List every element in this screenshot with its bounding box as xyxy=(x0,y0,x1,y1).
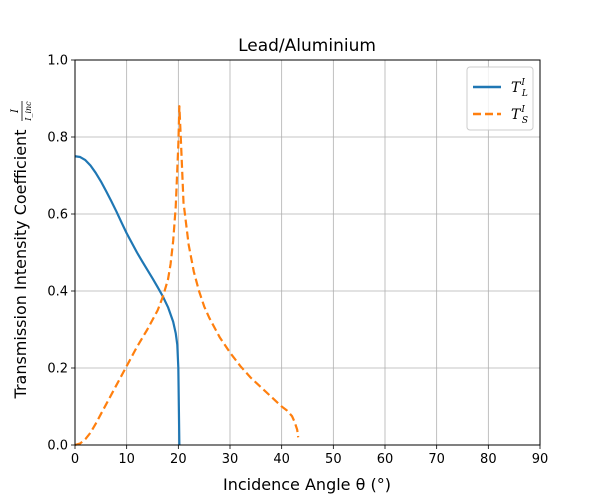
y-tick-label: 0.0 xyxy=(47,439,68,454)
legend-label-tl-base: T xyxy=(511,80,522,96)
legend-box xyxy=(466,66,534,131)
chart-title: Lead/Aluminium xyxy=(238,36,376,56)
y-axis-fraction-denominator: I_inc xyxy=(24,101,33,122)
x-tick-label: 50 xyxy=(325,452,342,467)
legend-label-ts-base: T xyxy=(511,107,522,123)
ticks: 0 10 20 30 40 50 60 70 80 90 0.0 0.2 0.4 0.6 0.8 1.0 xyxy=(47,54,548,468)
plot-frame xyxy=(74,59,541,446)
x-tick-label: 60 xyxy=(377,452,394,467)
x-tick-label: 20 xyxy=(170,452,187,467)
y-axis-fraction-numerator: I xyxy=(10,108,21,114)
legend-label-tl: TI L xyxy=(511,78,528,99)
legend-label-ts: TI S xyxy=(511,105,528,126)
x-tick-label: 30 xyxy=(222,452,239,467)
legend: TI L TI S xyxy=(466,66,534,131)
x-tick-label: 80 xyxy=(480,452,497,467)
x-tick-label: 40 xyxy=(273,452,290,467)
x-tick-label: 90 xyxy=(532,452,549,467)
legend-label-ts-sub: S xyxy=(522,116,528,126)
legend-label-tl-sub: L xyxy=(521,89,528,99)
x-tick-label: 70 xyxy=(428,452,445,467)
y-tick-label: 0.2 xyxy=(47,362,68,377)
y-tick-label: 0.4 xyxy=(47,285,68,300)
legend-label-ts-sup: I xyxy=(520,105,525,115)
y-tick-label: 1.0 xyxy=(47,54,68,69)
series-layer xyxy=(74,105,300,447)
y-axis-label: Transmission Intensity Coefficient xyxy=(11,130,30,400)
y-tick-label: 0.8 xyxy=(47,131,68,146)
x-tick-label: 10 xyxy=(118,452,135,467)
x-tick-label: 0 xyxy=(71,452,79,467)
y-tick-label: 0.6 xyxy=(47,208,68,223)
x-axis-label: Incidence Angle θ (°) xyxy=(223,475,391,494)
legend-label-tl-sup: I xyxy=(520,78,525,88)
y-axis-label-group: Transmission Intensity Coefficient I I_i… xyxy=(10,101,33,400)
series-line-tl xyxy=(74,155,181,446)
